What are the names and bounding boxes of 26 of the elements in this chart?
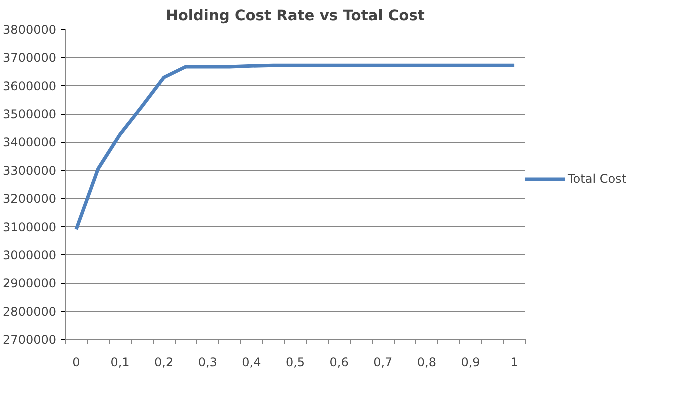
- y-tick-label: 3300000: [3, 164, 57, 178]
- x-tick-label: 0,4: [242, 356, 262, 370]
- chart-title: Holding Cost Rate vs Total Cost: [166, 8, 425, 24]
- x-tick-label: 0,3: [198, 356, 218, 370]
- y-tick-label: 3500000: [3, 108, 57, 122]
- x-tick-label: 0,5: [286, 356, 306, 370]
- y-tick-label: 3800000: [3, 23, 57, 37]
- y-tick-label: 3700000: [3, 51, 57, 66]
- x-tick-label: 0,1: [110, 356, 130, 370]
- x-tick-label: 0,8: [417, 356, 436, 370]
- y-tick-label: 3100000: [3, 220, 57, 234]
- x-tick-label: 0,6: [330, 356, 349, 370]
- y-tick-label: 2900000: [3, 276, 57, 291]
- y-tick-label: 3400000: [3, 136, 57, 150]
- x-tick-label: 0,9: [461, 356, 480, 370]
- legend-label: Total Cost: [568, 172, 628, 186]
- y-tick-label: 3600000: [3, 79, 57, 94]
- x-tick-label: 1: [510, 356, 518, 370]
- line-series: [74, 64, 516, 232]
- y-tick-label: 2800000: [3, 304, 57, 319]
- x-tick-label: 0,7: [374, 356, 393, 370]
- x-tick-label: 0: [72, 356, 80, 370]
- y-tick-label: 3200000: [3, 192, 57, 206]
- y-tick-label: 3000000: [3, 248, 57, 262]
- y-tick-label: 2700000: [3, 333, 57, 347]
- x-tick-label: 0,2: [154, 356, 174, 370]
